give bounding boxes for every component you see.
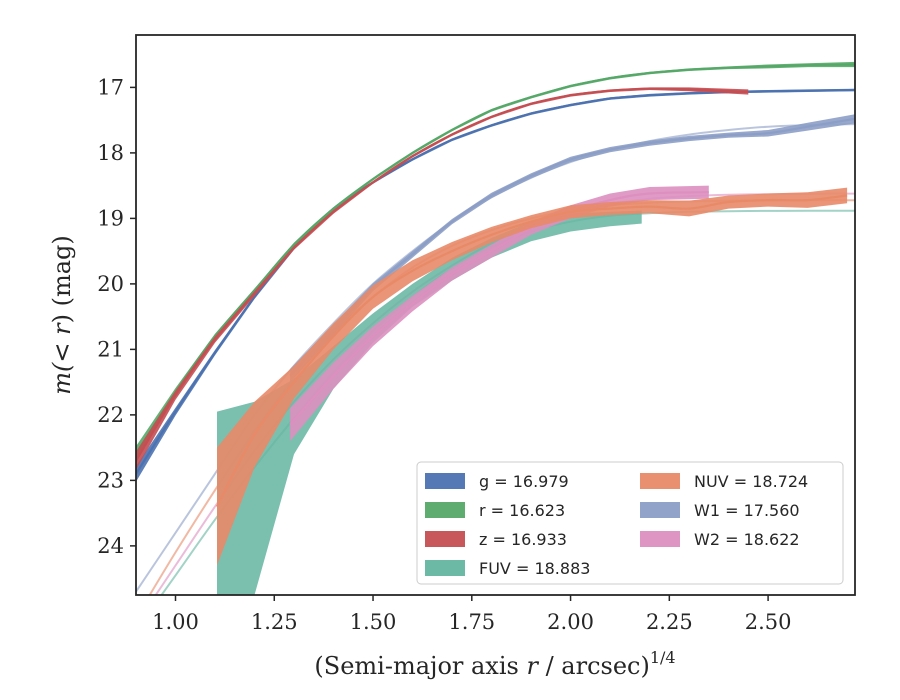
legend-item-fuv: FUV = 18.883 <box>425 559 590 578</box>
y-tick-label: 22 <box>97 403 124 427</box>
x-axis-ticks: 1.00 1.25 1.50 1.75 2.00 2.25 2.50 <box>152 595 791 634</box>
legend-swatch <box>640 531 680 547</box>
x-tick-label: 1.25 <box>251 610 298 634</box>
legend-label: r = 16.623 <box>479 501 565 520</box>
legend-swatch <box>425 560 465 576</box>
legend-swatch <box>425 502 465 518</box>
y-tick-label: 24 <box>97 534 124 558</box>
series-w1-line <box>289 117 855 377</box>
x-tick-label: 1.75 <box>448 610 495 634</box>
legend-item-w2: W2 = 18.622 <box>640 530 800 549</box>
y-tick-label: 19 <box>97 206 124 230</box>
legend-item-nuv: NUV = 18.724 <box>640 472 808 491</box>
legend-label: W2 = 18.622 <box>694 530 800 549</box>
legend-item-r: r = 16.623 <box>425 501 565 520</box>
legend-label: W1 = 17.560 <box>694 501 800 520</box>
data-bands <box>136 61 855 595</box>
legend-swatch <box>640 502 680 518</box>
legend-swatch <box>425 531 465 547</box>
legend-item-z: z = 16.933 <box>425 530 567 549</box>
x-tick-label: 2.25 <box>646 610 693 634</box>
x-tick-label: 2.00 <box>547 610 594 634</box>
y-tick-label: 20 <box>97 272 124 296</box>
plot-frame <box>135 34 856 596</box>
legend-swatch <box>640 473 680 489</box>
legend-label: z = 16.933 <box>479 530 567 549</box>
legend-label: NUV = 18.724 <box>694 472 808 491</box>
y-tick-label: 17 <box>97 75 124 99</box>
x-tick-label: 2.50 <box>745 610 792 634</box>
y-axis-ticks: 17 18 19 20 21 22 23 24 <box>97 75 136 558</box>
x-tick-label: 1.00 <box>152 610 199 634</box>
legend-frame <box>416 461 844 585</box>
y-tick-label: 23 <box>97 468 124 492</box>
legend-label: FUV = 18.883 <box>479 559 590 578</box>
y-tick-label: 18 <box>97 141 124 165</box>
series-nuv-line <box>216 194 848 508</box>
legend-swatch <box>425 473 465 489</box>
legend-label: g = 16.979 <box>479 472 569 491</box>
series-z-line <box>136 87 749 462</box>
legend: g = 16.979 r = 16.623 z = 16.933 FUV = 18.8… <box>416 461 844 585</box>
series-r-line <box>136 63 855 455</box>
y-tick-label: 21 <box>97 337 124 361</box>
y-axis-title: m(< r) (mag) <box>48 235 76 395</box>
x-axis-title: (Semi-major axis r / arcsec)1/4 <box>314 648 675 680</box>
legend-item-g: g = 16.979 <box>425 472 569 491</box>
x-tick-label: 1.50 <box>350 610 397 634</box>
legend-item-w1: W1 = 17.560 <box>640 501 800 520</box>
series-w2-line <box>289 191 709 426</box>
